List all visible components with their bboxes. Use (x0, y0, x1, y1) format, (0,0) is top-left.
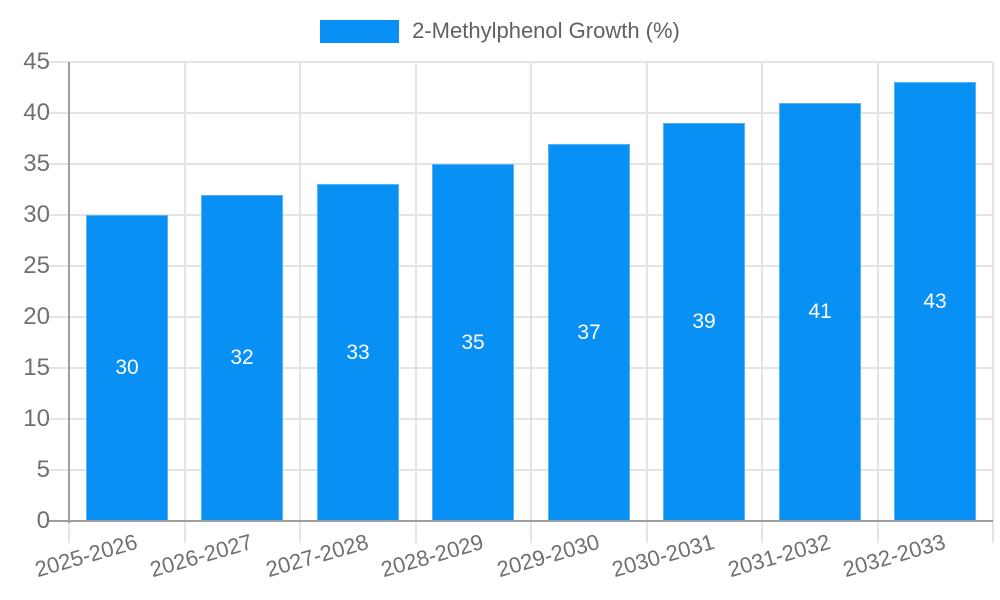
y-tick-label: 5 (36, 456, 50, 483)
y-axis-line (68, 62, 70, 523)
bar-2029-2030 (548, 144, 630, 521)
bar-value-label: 35 (461, 331, 485, 354)
x-gridline (877, 62, 879, 521)
y-tick-label: 35 (23, 150, 50, 177)
x-tick (299, 521, 301, 543)
bar-value-label: 32 (230, 346, 254, 369)
y-gridline (49, 469, 993, 471)
y-tick-label: 20 (23, 303, 50, 330)
bar-2030-2031 (663, 123, 745, 521)
x-gridline (530, 62, 532, 521)
y-tick-label: 45 (23, 48, 50, 75)
y-gridline (49, 316, 993, 318)
x-gridline (184, 62, 186, 521)
y-tick-label: 25 (23, 252, 50, 279)
bar-2032-2033 (894, 82, 976, 521)
x-tick (877, 521, 879, 543)
y-tick-label: 15 (23, 354, 50, 381)
x-axis-line (49, 520, 993, 522)
x-tick (415, 521, 417, 543)
x-tick (992, 521, 994, 543)
bar-value-label: 43 (923, 290, 947, 313)
x-tick-label: 2032-2033 (840, 529, 949, 583)
y-tick-label: 0 (36, 507, 50, 534)
x-gridline (646, 62, 648, 521)
x-tick (761, 521, 763, 543)
x-tick-label: 2031-2032 (724, 529, 833, 583)
x-tick-label: 2030-2031 (609, 529, 718, 583)
x-gridline (761, 62, 763, 521)
legend[interactable]: 2-Methylphenol Growth (%) (0, 19, 1000, 43)
x-tick-label: 2026-2027 (147, 529, 256, 583)
bar-2026-2027 (201, 195, 283, 521)
bar-value-label: 39 (692, 310, 716, 333)
x-tick-label: 2025-2026 (31, 529, 140, 583)
x-tick (530, 521, 532, 543)
y-gridline (49, 265, 993, 267)
y-gridline (49, 367, 993, 369)
y-gridline (49, 214, 993, 216)
y-gridline (49, 418, 993, 420)
y-tick-label: 30 (23, 201, 50, 228)
bar-2031-2032 (779, 103, 861, 521)
x-tick (184, 521, 186, 543)
bar-value-label: 41 (808, 300, 832, 323)
x-tick-label: 2029-2030 (493, 529, 602, 583)
x-tick-label: 2027-2028 (262, 529, 371, 583)
x-tick-label: 2028-2029 (378, 529, 487, 583)
x-tick (68, 521, 70, 543)
y-gridline (49, 163, 993, 165)
y-gridline (49, 112, 993, 114)
bar-2025-2026 (86, 215, 168, 521)
bar-value-label: 30 (115, 356, 139, 379)
x-gridline (299, 62, 301, 521)
x-gridline (992, 62, 994, 521)
x-gridline (415, 62, 417, 521)
bar-2027-2028 (317, 184, 399, 521)
y-tick-label: 10 (23, 405, 50, 432)
y-gridline (49, 61, 993, 63)
bar-value-label: 33 (346, 341, 370, 364)
x-tick (646, 521, 648, 543)
bar-2028-2029 (432, 164, 514, 521)
legend-swatch[interactable] (320, 19, 400, 43)
legend-label[interactable]: 2-Methylphenol Growth (%) (412, 18, 680, 43)
y-tick-label: 40 (23, 99, 50, 126)
bar-value-label: 37 (577, 321, 601, 344)
